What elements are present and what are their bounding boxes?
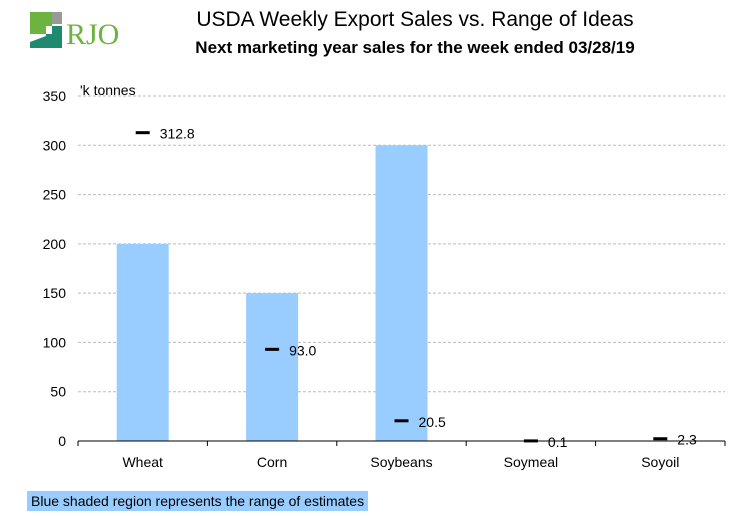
range-bar	[375, 145, 428, 442]
data-label: 93.0	[289, 342, 316, 358]
y-tick-label: 0	[58, 433, 66, 449]
data-label: 20.5	[419, 414, 446, 430]
y-tick-label: 50	[50, 384, 66, 400]
x-tick-label: Corn	[257, 454, 287, 470]
range-bar	[246, 293, 299, 441]
y-tick-label: 150	[43, 285, 67, 301]
range-bar	[116, 243, 169, 441]
y-tick-label: 300	[43, 137, 67, 153]
y-tick-label: 200	[43, 236, 67, 252]
x-tick-label: Soymeal	[504, 454, 558, 470]
data-label: 0.1	[548, 434, 568, 450]
y-tick-label: 250	[43, 187, 67, 203]
y-tick-label: 100	[43, 334, 67, 350]
rjo-logo: RJO	[30, 12, 119, 48]
x-tick-label: Soyoil	[641, 454, 679, 470]
y-axis-label: 'k tonnes	[80, 82, 136, 98]
data-label: 312.8	[160, 126, 195, 142]
x-tick-label: Wheat	[122, 454, 163, 470]
chart-note: Blue shaded region represents the range …	[27, 491, 369, 511]
chart-subtitle: Next marketing year sales for the week e…	[195, 38, 635, 57]
x-tick-label: Soybeans	[370, 454, 432, 470]
y-tick-label: 350	[43, 88, 67, 104]
svg-text:RJO: RJO	[66, 18, 119, 48]
data-label: 2.3	[677, 432, 697, 448]
chart-title: USDA Weekly Export Sales vs. Range of Id…	[196, 8, 634, 31]
